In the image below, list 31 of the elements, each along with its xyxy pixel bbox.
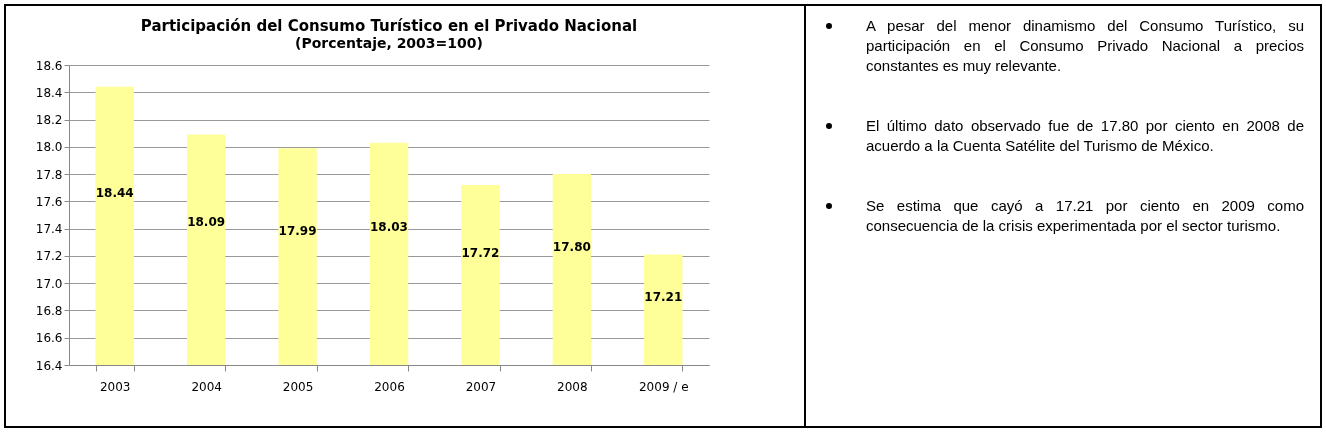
data-label: 18.09 (187, 215, 226, 230)
x-tick-label: 2004 (191, 379, 222, 394)
y-tick-label: 17.0 (35, 276, 63, 291)
y-tick-label: 16.4 (35, 358, 63, 373)
y-tick-label: 17.8 (35, 167, 63, 182)
data-label: 17.80 (552, 239, 591, 254)
data-label: 17.99 (278, 223, 317, 238)
y-tick-label: 17.4 (35, 222, 63, 237)
y-tick-label: 18.2 (35, 113, 63, 128)
y-tick-label: 16.8 (35, 303, 63, 318)
data-label: 18.03 (370, 220, 408, 235)
y-tick-label: 17.2 (35, 249, 63, 264)
y-tick-label: 17.6 (35, 194, 63, 209)
y-tick-label: 16.6 (35, 331, 63, 346)
y-tick-label: 18.4 (35, 85, 63, 100)
text: El último dato observado fue de 17.80 por ciento en 2008 de acuerdo a la Cuenta Satélite del Turismo de México. (866, 116, 1304, 156)
y-tick-label: 18.6 (35, 58, 63, 73)
data-label: 17.72 (461, 246, 500, 261)
x-tick-label: 2006 (374, 379, 405, 394)
x-tick-label: 2009 / e (638, 379, 689, 394)
chart-subtitle: (Porcentaje, 2003=100) (295, 35, 483, 51)
data-label: 18.44 (95, 185, 134, 200)
chart-title: Participación del Consumo Turístico en el Privado Nacional (140, 17, 638, 35)
data-label: 17.21 (644, 289, 683, 304)
x-tick-label: 2005 (282, 379, 314, 394)
x-tick-label: 2008 (557, 379, 588, 394)
text: Se estima que cayó a 17.21 por ciento en 2009 como consecuencia de la crisis experimentada por el sector turismo. (866, 196, 1304, 236)
text: A pesar del menor dinamismo del Consumo Turístico, su participación en el Consumo Privado Nacional a precios constantes es muy relevante. (866, 16, 1304, 76)
x-tick-label: 2003 (99, 379, 131, 394)
y-tick-label: 18.0 (35, 140, 63, 155)
x-tick-label: 2007 (465, 379, 497, 394)
